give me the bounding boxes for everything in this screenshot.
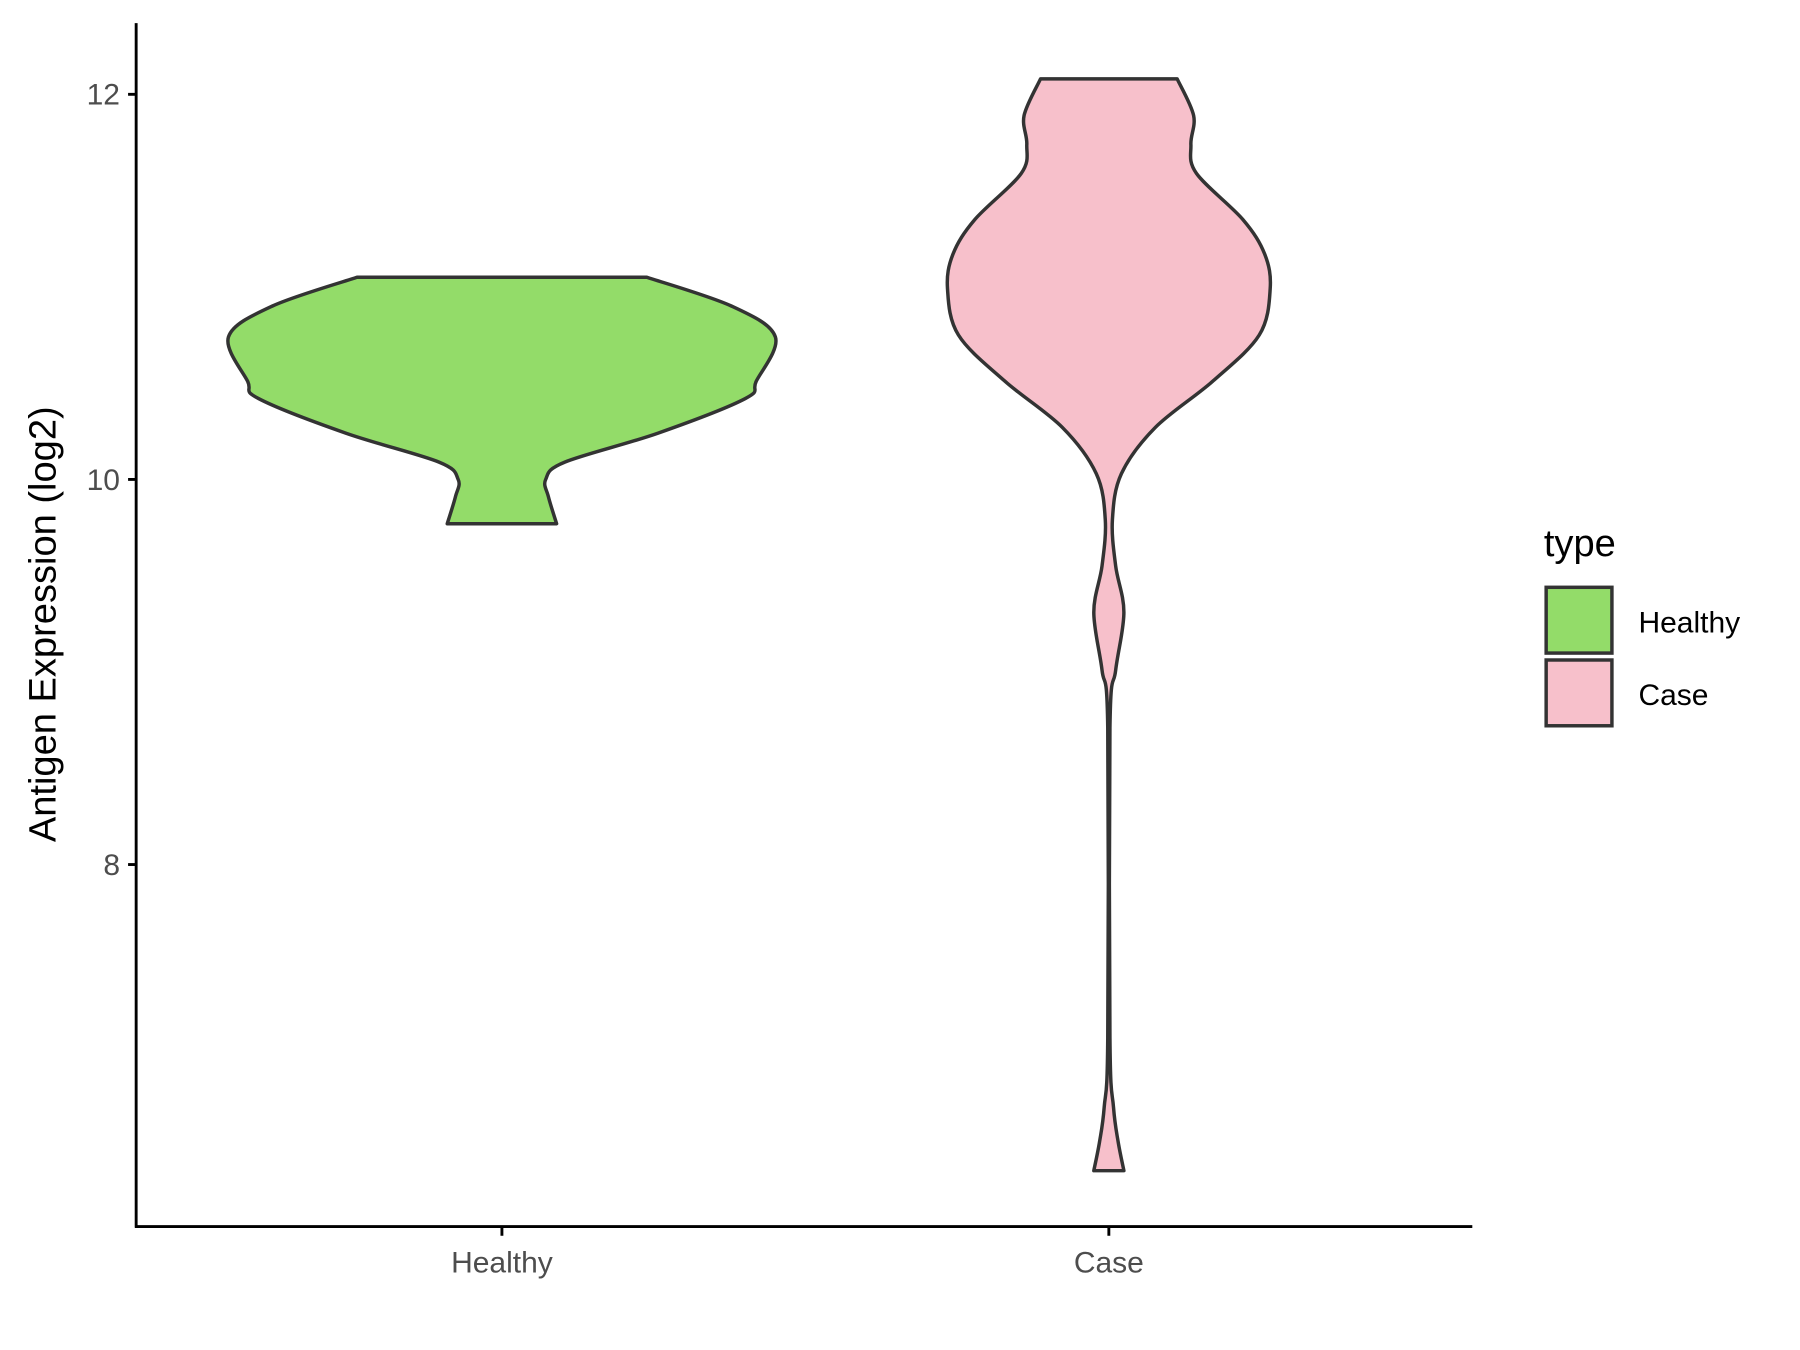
y-tick-label: 10 — [87, 464, 120, 497]
x-tick-label: Healthy — [451, 1247, 553, 1280]
x-tick-label: Case — [1074, 1247, 1144, 1280]
y-axis-title: Antigen Expression (log2) — [22, 406, 64, 842]
legend-key-healthy — [1544, 585, 1614, 655]
y-tick-label: 12 — [87, 79, 120, 112]
x-ticks: Healthy Case — [451, 1226, 1144, 1280]
violin-healthy — [226, 275, 778, 526]
y-tick-label: 8 — [103, 849, 120, 882]
legend-label: Healthy — [1638, 606, 1740, 639]
legend: Healthy Case — [1544, 585, 1740, 728]
violin-case — [945, 77, 1273, 1173]
violins-layer — [226, 77, 1273, 1173]
legend-label: Case — [1638, 679, 1708, 712]
y-ticks: 8 10 12 — [87, 79, 137, 882]
legend-title: type — [1544, 523, 1616, 565]
legend-key-case — [1544, 658, 1614, 728]
